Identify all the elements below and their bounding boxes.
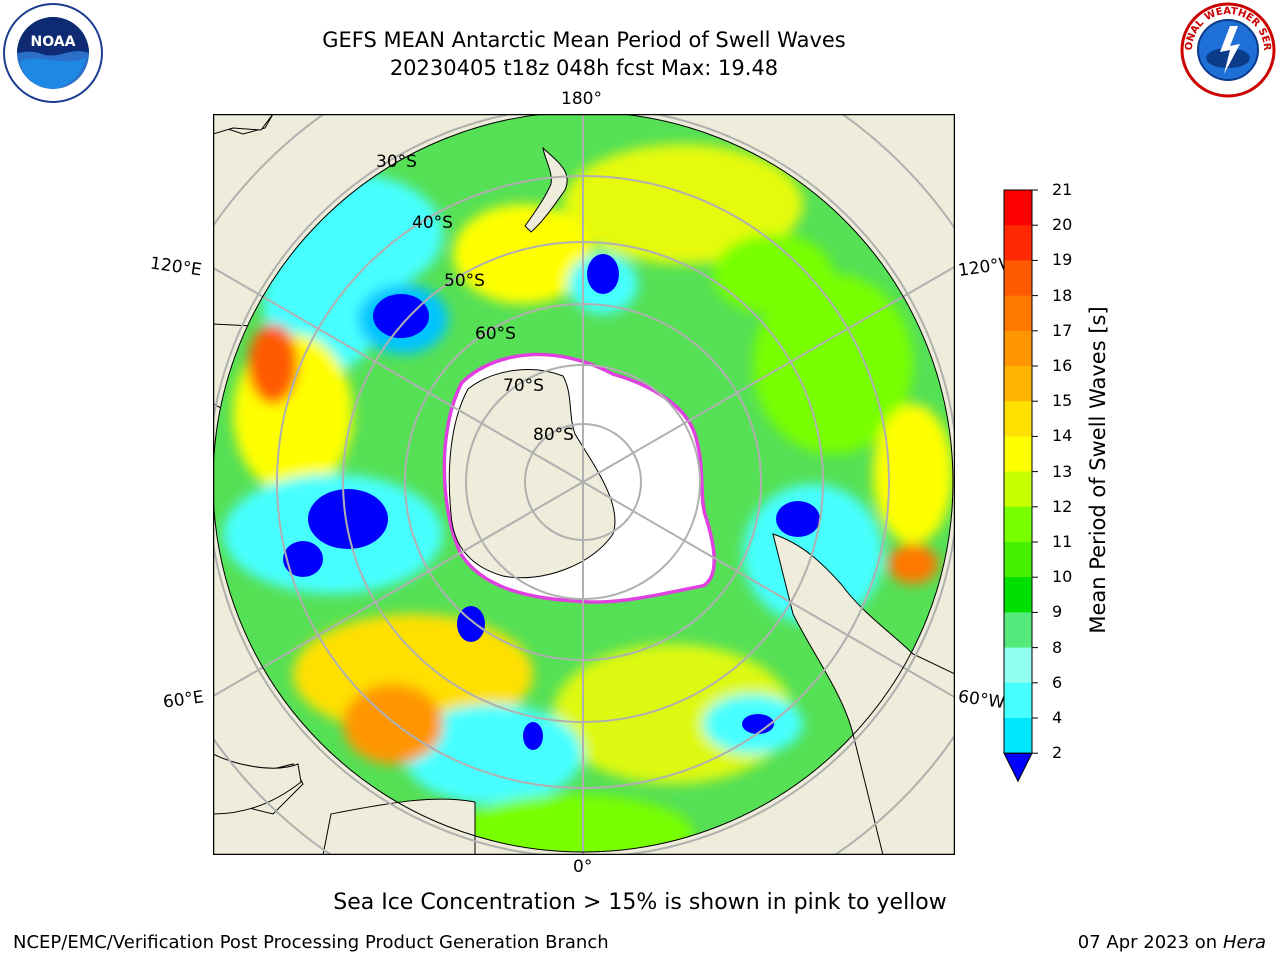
antarctica — [448, 369, 616, 579]
colorbar-band — [1004, 542, 1032, 578]
colorbar-tick-label: 21 — [1052, 180, 1073, 199]
colorbar-tick-label: 6 — [1052, 672, 1063, 692]
colorbar-band — [1004, 401, 1032, 437]
chart-title-line1: GEFS MEAN Antarctic Mean Period of Swell… — [322, 28, 846, 52]
colorbar-tick-label: 13 — [1052, 461, 1073, 481]
colorbar-tick-label: 18 — [1052, 285, 1073, 305]
colorbar-tick-label: 12 — [1052, 496, 1073, 516]
colorbar-tick-label: 16 — [1052, 356, 1073, 375]
nws-logo: NATIONAL WEATHER SERVICE — [1174, 0, 1278, 100]
colorbar-band — [1004, 190, 1032, 226]
lat-label-60s: 60°S — [475, 324, 516, 344]
colorbar-tick-label: 11 — [1052, 532, 1073, 551]
colorbar-tick-label: 17 — [1052, 320, 1073, 340]
lon-label-180: 180° — [561, 89, 602, 109]
footer-host: Hera — [1222, 932, 1266, 953]
colorbar-band — [1004, 295, 1032, 332]
colorbar-tick-label: 14 — [1052, 426, 1073, 446]
colorbar-band — [1004, 647, 1032, 684]
colorbar-band — [1004, 436, 1032, 473]
colorbar-band — [1004, 506, 1032, 543]
colorbar-tick-label: 10 — [1052, 567, 1073, 587]
colorbar-band — [1004, 225, 1032, 261]
colorbar-ticks: 21 20 19 18 17 16 15 14 13 12 11 10 9 8 6 4 2 — [1052, 180, 1092, 786]
noaa-logo: NOAA — [2, 2, 104, 104]
colorbar-tick-label: 2 — [1052, 743, 1063, 763]
map-frame — [212, 113, 956, 856]
colorbar-band — [1004, 366, 1032, 402]
colorbar-tick-label: 9 — [1052, 602, 1063, 622]
polar-map — [212, 113, 956, 856]
colorbar-band — [1004, 260, 1032, 297]
sea-ice-note: Sea Ice Concentration > 15% is shown in … — [333, 890, 947, 915]
colorbar-svg — [1003, 189, 1038, 783]
footer-left: NCEP/EMC/Verification Post Processing Pr… — [13, 932, 609, 953]
colorbar-band — [1004, 718, 1032, 754]
colorbar-tick-label: 8 — [1052, 637, 1063, 657]
footer-date: 07 Apr 2023 on — [1077, 932, 1223, 953]
lon-label-0: 0° — [573, 857, 593, 877]
colorbar-tick-label: 15 — [1052, 391, 1073, 411]
colorbar-extend-arrow — [1003, 752, 1033, 783]
colorbar-band — [1004, 682, 1032, 719]
colorbar-tick-label: 20 — [1052, 215, 1073, 235]
lat-label-80s: 80°S — [533, 425, 574, 445]
lon-label-60e: 60°E — [161, 687, 206, 713]
lat-label-40s: 40°S — [412, 213, 453, 233]
colorbar-band — [1004, 471, 1032, 508]
colorbar-band — [1004, 612, 1032, 649]
graticule — [213, 114, 955, 855]
chart-title-line2: 20230405 t18z 048h fcst Max: 19.48 — [389, 56, 779, 80]
africa — [322, 798, 476, 855]
footer-right: 07 Apr 2023 on Hera — [1078, 932, 1266, 953]
lat-label-70s: 70°S — [503, 376, 544, 396]
colorbar-tick-label: 19 — [1052, 250, 1073, 270]
colorbar-tick-label: 4 — [1052, 708, 1063, 727]
lat-label-50s: 50°S — [444, 271, 485, 291]
colorbar-band — [1004, 577, 1032, 613]
colorbar-band — [1004, 330, 1032, 367]
colorbar — [1000, 186, 1060, 786]
noaa-logo-text: NOAA — [31, 34, 76, 50]
lat-label-30s: 30°S — [376, 152, 417, 172]
lon-label-120e: 120°E — [148, 253, 203, 281]
colorbar-label-text: Mean Period of Swell Waves [s] — [1086, 306, 1110, 634]
lon-label-60w: 60°W — [956, 686, 1007, 714]
madagascar — [213, 753, 302, 815]
